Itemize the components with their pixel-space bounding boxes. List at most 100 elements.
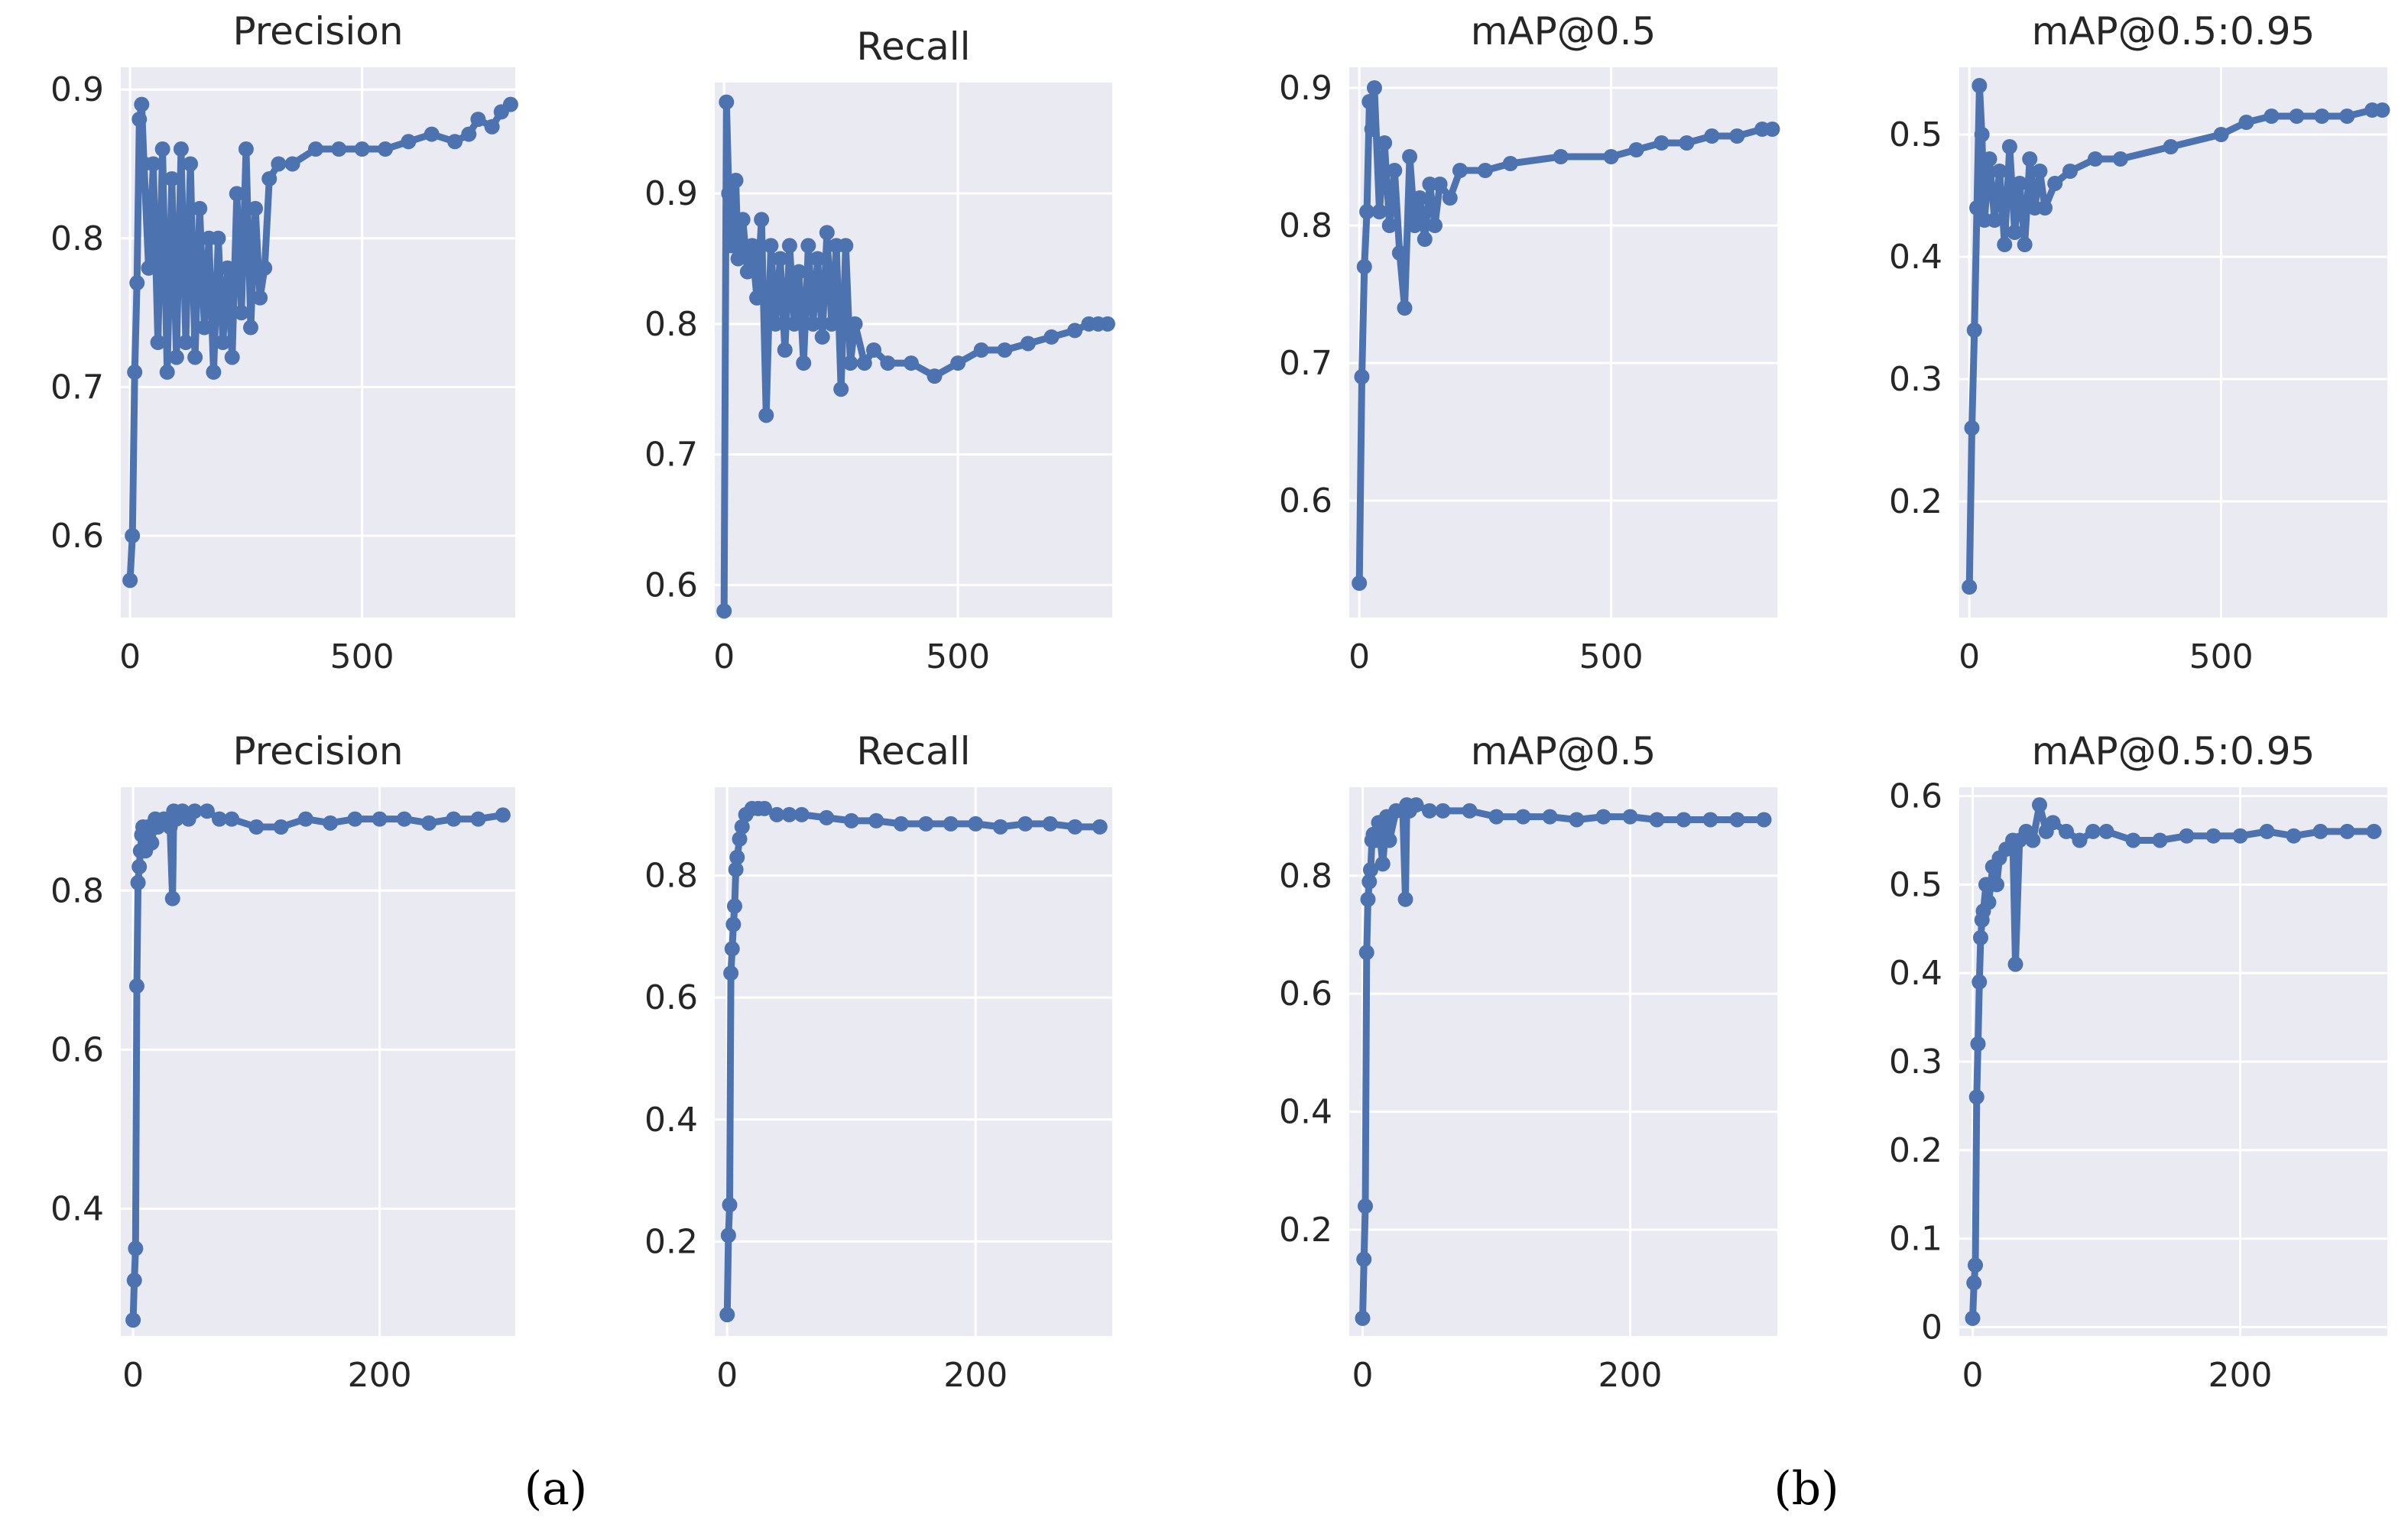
data-point	[769, 806, 785, 822]
data-point	[735, 212, 751, 228]
data-point	[1966, 1275, 1982, 1291]
data-point	[502, 96, 518, 112]
data-point	[754, 212, 770, 228]
data-point	[903, 355, 919, 371]
data-point	[838, 238, 854, 254]
data-point	[2012, 176, 2028, 191]
data-point	[1969, 200, 1985, 216]
y-tick-label: 0.7	[1279, 344, 1332, 383]
y-tick-label: 0.9	[1279, 69, 1332, 108]
data-point	[1417, 232, 1433, 247]
data-point	[129, 275, 145, 291]
data-point	[1981, 151, 1997, 167]
data-point	[2007, 225, 2023, 240]
data-point	[720, 1227, 736, 1244]
data-point	[130, 874, 146, 890]
data-point	[918, 816, 934, 832]
y-tick-label: 0.7	[644, 436, 698, 475]
data-point	[1452, 163, 1468, 178]
data-point	[1997, 237, 2013, 252]
data-point	[810, 251, 826, 267]
data-point	[187, 803, 203, 819]
data-point	[2314, 109, 2330, 124]
data-point	[1756, 812, 1772, 828]
data-point	[1371, 204, 1387, 219]
data-point	[1397, 300, 1413, 316]
data-point	[248, 819, 264, 835]
data-point	[331, 141, 347, 157]
data-point	[2007, 956, 2023, 972]
data-point	[1553, 149, 1569, 164]
y-tick-label: 0.4	[1279, 1093, 1332, 1132]
data-point	[973, 342, 989, 358]
y-tick-label: 0.2	[1279, 1211, 1332, 1250]
data-point	[1978, 877, 1994, 893]
data-point	[2087, 151, 2103, 167]
data-point	[257, 260, 273, 276]
y-tick-label: 0.9	[50, 70, 104, 109]
data-point	[401, 134, 417, 150]
y-tick-label: 0.6	[644, 566, 698, 605]
data-point	[199, 803, 215, 819]
y-tick-label: 0.5	[1889, 115, 1942, 154]
chart-title: Recall	[856, 24, 970, 69]
data-point	[1422, 803, 1437, 819]
chart-a-3: 0.6 0.7 0.8 0.9 0 500 mAP@0.5	[1279, 9, 1780, 676]
data-point	[1462, 803, 1478, 819]
data-point	[1603, 149, 1619, 164]
data-point	[1381, 832, 1397, 848]
data-point	[1361, 94, 1378, 109]
data-point	[1067, 819, 1083, 835]
data-point	[273, 819, 289, 835]
y-tick-label: 0.7	[50, 368, 104, 407]
data-point	[1356, 259, 1372, 274]
data-point	[943, 816, 959, 832]
data-point	[2125, 832, 2141, 848]
y-tick-label: 0.8	[644, 305, 698, 344]
data-point	[796, 355, 812, 371]
data-point	[2032, 164, 2048, 179]
x-tick-label: 200	[348, 1356, 412, 1395]
x-tick-label: 0	[713, 637, 735, 676]
data-point	[728, 861, 744, 877]
data-point	[2112, 151, 2128, 167]
data-point	[1432, 177, 1448, 192]
data-point	[1477, 163, 1493, 178]
data-point	[168, 349, 184, 365]
chart-title: mAP@0.5:0.95	[2032, 729, 2316, 773]
y-tick-label: 0.3	[1889, 1043, 1942, 1081]
data-point	[843, 812, 859, 828]
chart-b-4: 0 0.1 0.2 0.3 0.4 0.5 0.6 0 200 mAP@0.5:0.95	[1889, 729, 2387, 1395]
y-tick-label: 0.8	[1279, 857, 1332, 896]
data-point	[1702, 812, 1718, 828]
data-point	[2366, 823, 2382, 839]
data-point	[2232, 828, 2248, 844]
data-point	[271, 156, 287, 172]
data-point	[1970, 1036, 1986, 1052]
data-point	[219, 260, 235, 276]
data-point	[248, 200, 264, 216]
y-tick-label: 0.6	[1279, 974, 1332, 1013]
data-point	[2017, 237, 2033, 252]
data-point	[1649, 812, 1665, 828]
data-point	[927, 368, 943, 384]
data-point	[2259, 823, 2275, 839]
data-point	[757, 800, 772, 816]
chart-b-1: 0.4 0.6 0.8 0 200 Precision	[50, 729, 515, 1395]
y-tick-label: 0.6	[1279, 482, 1332, 520]
data-point	[1679, 135, 1695, 151]
data-point	[1099, 316, 1115, 332]
data-point	[128, 1240, 144, 1257]
data-point	[1364, 122, 1380, 137]
y-tick-label: 0.5	[1889, 865, 1942, 904]
data-point	[224, 349, 240, 365]
data-point	[847, 316, 863, 332]
data-point	[781, 806, 797, 822]
data-point	[758, 407, 774, 423]
data-point	[196, 319, 213, 336]
x-tick-label: 500	[330, 637, 394, 676]
data-point	[1397, 891, 1413, 907]
data-point	[1361, 874, 1378, 890]
data-point	[1363, 862, 1378, 878]
data-point	[484, 118, 500, 135]
